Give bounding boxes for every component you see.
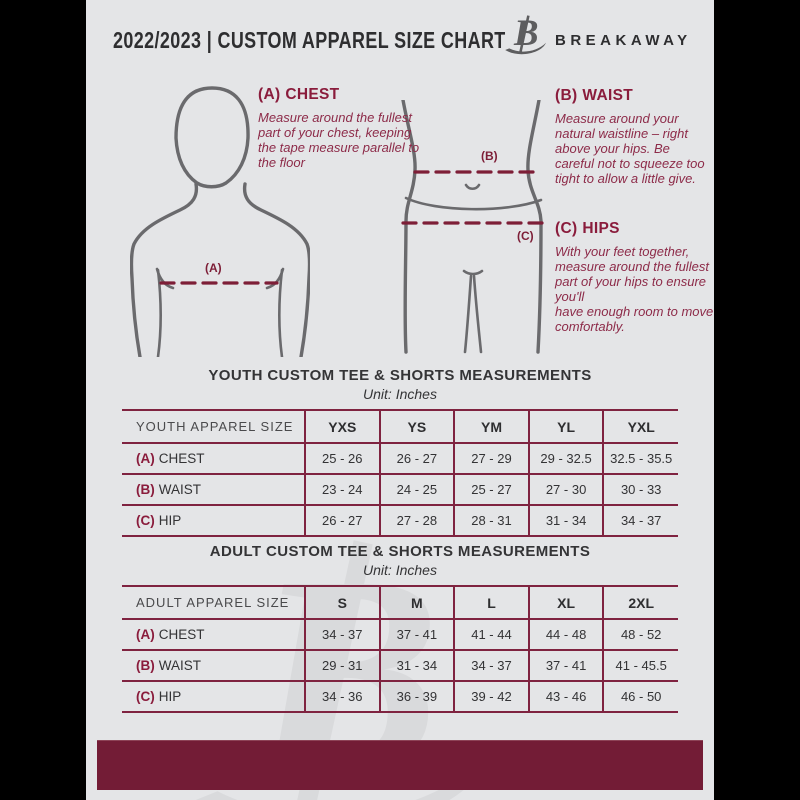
size-column-header: S xyxy=(304,586,380,619)
table-cell: 31 - 34 xyxy=(378,650,455,681)
table-cell: 25 - 26 xyxy=(304,443,380,474)
table-cell: 48 - 52 xyxy=(602,619,678,650)
poster-page: 2022/2023 | CUSTOM APPAREL SIZE CHART BR… xyxy=(86,0,714,800)
chest-figure-label: (A) xyxy=(205,261,222,275)
table-cell: 27 - 30 xyxy=(527,474,604,505)
table-cell: 31 - 34 xyxy=(527,505,604,536)
table-cell: 44 - 48 xyxy=(527,619,604,650)
table-row-chest: (A) CHEST 34 - 37 37 - 41 41 - 44 44 - 48… xyxy=(122,619,678,650)
table-cell: 34 - 37 xyxy=(602,505,678,536)
table-row-hip: (C) HIP 34 - 36 36 - 39 39 - 42 43 - 46 4… xyxy=(122,681,678,712)
table-cell: 41 - 44 xyxy=(453,619,529,650)
table-cell: 34 - 36 xyxy=(304,681,380,712)
adult-table-unit: Unit: Inches xyxy=(363,562,437,578)
letterbox-right xyxy=(714,0,800,800)
size-column-header: YL xyxy=(527,410,604,443)
size-column-header: YXS xyxy=(304,410,380,443)
table-cell: 23 - 24 xyxy=(304,474,380,505)
table-row-hip: (C) HIP 26 - 27 27 - 28 28 - 31 31 - 34 3… xyxy=(122,505,678,536)
table-cell: 37 - 41 xyxy=(527,650,604,681)
size-column-header: YM xyxy=(453,410,529,443)
table-row-waist: (B) WAIST 29 - 31 31 - 34 34 - 37 37 - 41… xyxy=(122,650,678,681)
chest-section-heading: (A) CHEST xyxy=(258,86,340,103)
table-cell: 43 - 46 xyxy=(527,681,604,712)
size-column-header: 2XL xyxy=(602,586,678,619)
waist-hips-figure-illustration xyxy=(401,100,545,354)
table-cell: 29 - 32.5 xyxy=(527,443,604,474)
table-cell: 24 - 25 xyxy=(378,474,455,505)
table-cell: 32.5 - 35.5 xyxy=(602,443,678,474)
table-cell: 28 - 31 xyxy=(453,505,529,536)
table-row-chest: (A) CHEST 25 - 26 26 - 27 27 - 29 29 - 32… xyxy=(122,443,678,474)
table-cell: 25 - 27 xyxy=(453,474,529,505)
table-cell: 41 - 45.5 xyxy=(602,650,678,681)
chest-section-description: Measure around the fullest part of your … xyxy=(258,110,420,170)
waist-figure-label: (B) xyxy=(481,149,498,163)
adult-size-header-cell: ADULT APPAREL SIZE xyxy=(136,595,290,610)
hips-section-heading: (C) HIPS xyxy=(555,220,620,237)
table-cell: 46 - 50 xyxy=(602,681,678,712)
breakaway-logo-icon xyxy=(503,11,548,56)
size-column-header: XL xyxy=(527,586,604,619)
adult-table-header-row: ADULT APPAREL SIZE S M L XL 2XL xyxy=(122,586,678,619)
youth-table-header-row: YOUTH APPAREL SIZE YXS YS YM YL YXL xyxy=(122,410,678,443)
letterbox-left xyxy=(0,0,86,800)
table-cell: 26 - 27 xyxy=(378,443,455,474)
table-row-waist: (B) WAIST 23 - 24 24 - 25 25 - 27 27 - 30… xyxy=(122,474,678,505)
table-cell: 27 - 29 xyxy=(453,443,529,474)
table-cell: 27 - 28 xyxy=(378,505,455,536)
table-cell: 26 - 27 xyxy=(304,505,380,536)
table-cell: 37 - 41 xyxy=(378,619,455,650)
size-column-header: L xyxy=(453,586,529,619)
brand-name: BREAKAWAY xyxy=(555,32,692,49)
adult-size-table: ADULT APPAREL SIZE S M L XL 2XL (A) CHEST… xyxy=(122,585,678,713)
table-cell: 39 - 42 xyxy=(453,681,529,712)
size-column-header: YXL xyxy=(602,410,678,443)
youth-size-table: YOUTH APPAREL SIZE YXS YS YM YL YXL (A) C… xyxy=(122,409,678,537)
table-cell: 34 - 37 xyxy=(453,650,529,681)
size-column-header: M xyxy=(378,586,455,619)
table-cell: 29 - 31 xyxy=(304,650,380,681)
waist-section-heading: (B) WAIST xyxy=(555,87,634,104)
adult-table-title: ADULT CUSTOM TEE & SHORTS MEASUREMENTS xyxy=(209,543,591,560)
hips-figure-label: (C) xyxy=(517,229,534,243)
page-title: 2022/2023 | CUSTOM APPAREL SIZE CHART xyxy=(113,27,506,53)
youth-size-header-cell: YOUTH APPAREL SIZE xyxy=(136,419,294,434)
table-cell: 30 - 33 xyxy=(602,474,678,505)
youth-table-unit: Unit: Inches xyxy=(363,386,437,402)
hips-section-description: With your feet together, measure around … xyxy=(555,244,714,334)
waist-section-description: Measure around your natural waistline – … xyxy=(555,111,705,186)
table-cell: 34 - 37 xyxy=(304,619,380,650)
table-cell: 36 - 39 xyxy=(378,681,455,712)
footer-bar xyxy=(97,740,703,790)
youth-table-title: YOUTH CUSTOM TEE & SHORTS MEASUREMENTS xyxy=(208,367,592,384)
chest-figure-illustration xyxy=(130,86,310,357)
size-column-header: YS xyxy=(378,410,455,443)
